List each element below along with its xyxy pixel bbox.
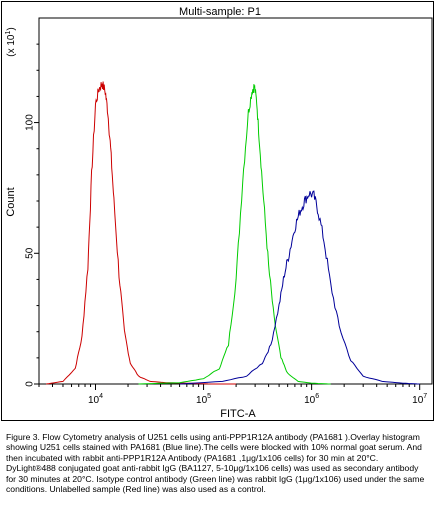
x-tick-label: 105 bbox=[196, 393, 211, 406]
x-tick-label: 104 bbox=[88, 393, 103, 406]
y-axis-label: Count bbox=[5, 187, 17, 216]
x-axis-label: FITC-A bbox=[220, 408, 256, 420]
y-tick-label: 50 bbox=[25, 247, 36, 259]
y-tick-label: 100 bbox=[25, 114, 36, 131]
y-tick-label: 0 bbox=[25, 381, 36, 387]
y-multiplier-label: (x 101) bbox=[5, 27, 17, 56]
figure-caption: Figure 3. Flow Cytometry analysis of U25… bbox=[6, 432, 425, 495]
x-tick-label: 106 bbox=[304, 393, 319, 406]
series-line-3 bbox=[179, 190, 420, 385]
plot-area-frame bbox=[38, 17, 433, 385]
series-line-2 bbox=[138, 84, 331, 385]
series-line-1 bbox=[46, 81, 237, 385]
flow-cytometry-chart: Multi-sample: P1 0 50 100 104 105 106 107 FITC-A… bbox=[5, 6, 433, 420]
figure-frame: Multi-sample: P1 0 50 100 104 105 106 107 FITC-A… bbox=[1, 1, 434, 421]
chart-title: Multi-sample: P1 bbox=[179, 6, 261, 18]
x-tick-label: 107 bbox=[412, 393, 427, 406]
